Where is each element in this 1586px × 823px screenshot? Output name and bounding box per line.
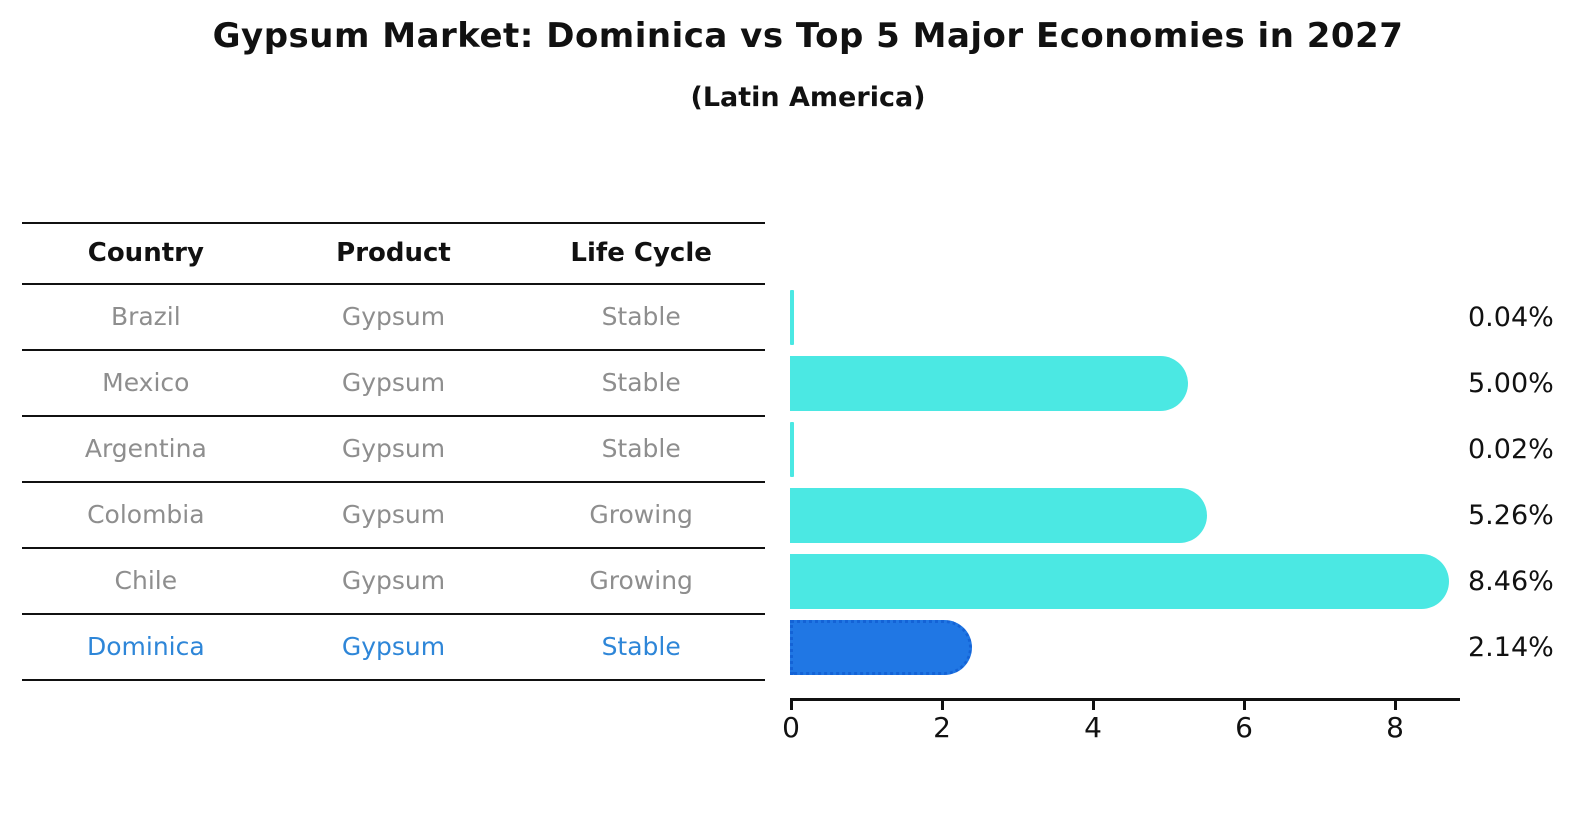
- bar-colombia: [790, 488, 1207, 543]
- bar-brazil: [790, 290, 794, 345]
- x-tick-label-8: 8: [1386, 711, 1404, 744]
- product-cell: Gypsum: [341, 632, 446, 661]
- table-row-colombia: Colombia Gypsum Growing: [22, 483, 765, 549]
- bar-value-label-argentina: 0.02%: [1468, 434, 1554, 465]
- table-row-argentina: Argentina Gypsum Stable: [22, 417, 765, 483]
- x-tick-8: [1394, 701, 1397, 710]
- bar-dominica: [790, 620, 972, 675]
- life-cycle-cell: Growing: [589, 566, 693, 595]
- life-cycle-cell: Stable: [601, 632, 681, 661]
- bar-slot-mexico: [790, 351, 1490, 417]
- table-body: Brazil Gypsum Stable Mexico Gypsum Stable Arge…: [22, 285, 765, 681]
- bar-slot-argentina: [790, 417, 1490, 483]
- bar-slot-colombia: [790, 483, 1490, 549]
- x-tick-2: [941, 701, 944, 710]
- product-cell: Gypsum: [341, 302, 446, 331]
- x-axis-line: [790, 698, 1460, 701]
- bar-slot-dominica: [790, 615, 1490, 681]
- x-tick-label-4: 4: [1084, 711, 1102, 744]
- table-row-brazil: Brazil Gypsum Stable: [22, 285, 765, 351]
- product-cell: Gypsum: [341, 566, 446, 595]
- life-cycle-cell: Growing: [589, 500, 693, 529]
- bar-mexico: [790, 356, 1188, 411]
- bar-chile: [790, 554, 1449, 609]
- bar-slot-chile: [790, 549, 1490, 615]
- bar-value-label-colombia: 5.26%: [1468, 500, 1554, 531]
- x-tick-label-0: 0: [782, 711, 800, 744]
- table-header-row: Country Product Life Cycle: [22, 222, 765, 285]
- bar-value-label-chile: 8.46%: [1468, 566, 1554, 597]
- country-cell: Dominica: [86, 632, 205, 661]
- bar-value-label-dominica: 2.14%: [1468, 632, 1554, 663]
- bar-value-label-mexico: 5.00%: [1468, 368, 1554, 399]
- chart-subtitle: (Latin America): [690, 82, 926, 113]
- x-tick-0: [790, 701, 793, 710]
- life-cycle-cell: Stable: [601, 434, 681, 463]
- x-tick-label-6: 6: [1235, 711, 1253, 744]
- country-cell: Mexico: [102, 368, 190, 397]
- bar-argentina: [790, 422, 794, 477]
- x-tick-6: [1243, 701, 1246, 710]
- table-row-mexico: Mexico Gypsum Stable: [22, 351, 765, 417]
- x-tick-label-2: 2: [933, 711, 951, 744]
- x-tick-4: [1092, 701, 1095, 710]
- bar-plot-area: [790, 285, 1490, 681]
- country-cell: Brazil: [110, 302, 181, 331]
- country-cell: Colombia: [87, 500, 205, 529]
- table-row-chile: Chile Gypsum Growing: [22, 549, 765, 615]
- column-header-country: Country: [87, 238, 204, 268]
- column-header-product: Product: [336, 238, 451, 268]
- product-cell: Gypsum: [341, 500, 446, 529]
- table-row-dominica: Dominica Gypsum Stable: [22, 615, 765, 681]
- bar-slot-brazil: [790, 285, 1490, 351]
- life-cycle-cell: Stable: [601, 368, 681, 397]
- country-cell: Chile: [114, 566, 178, 595]
- product-cell: Gypsum: [341, 368, 446, 397]
- chart-title: Gypsum Market: Dominica vs Top 5 Major E…: [212, 16, 1404, 56]
- column-header-life-cycle: Life Cycle: [570, 238, 712, 268]
- country-cell: Argentina: [84, 434, 207, 463]
- product-cell: Gypsum: [341, 434, 446, 463]
- bar-value-label-brazil: 0.04%: [1468, 302, 1554, 333]
- life-cycle-cell: Stable: [601, 302, 681, 331]
